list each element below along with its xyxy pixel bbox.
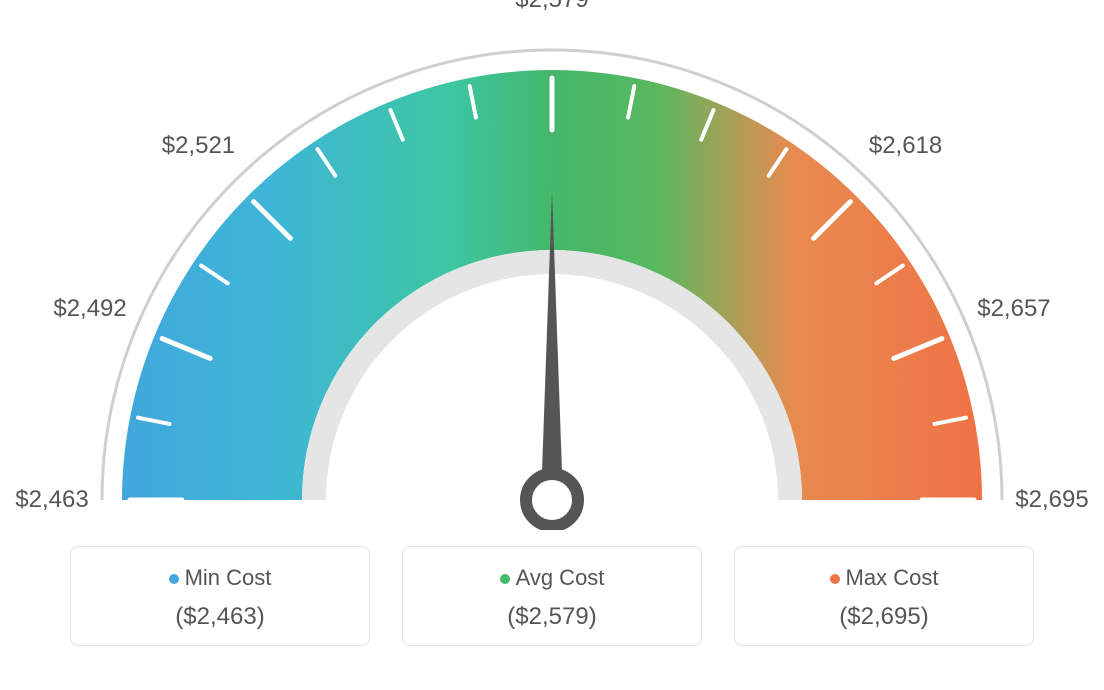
gauge-tick-label: $2,492 xyxy=(53,295,126,323)
gauge-tick-label: $2,521 xyxy=(162,132,235,160)
gauge-chart: $2,463 $2,492 $2,521 $2,579 $2,618 $2,657 $2,6… xyxy=(0,0,1104,530)
legend-dot-min xyxy=(169,574,179,584)
legend-card-avg: Avg Cost ($2,579) xyxy=(402,546,702,646)
gauge-svg xyxy=(0,0,1104,530)
legend-dot-avg xyxy=(500,574,510,584)
gauge-tick-label: $2,579 xyxy=(515,0,588,14)
legend-title-avg-text: Avg Cost xyxy=(516,565,605,590)
legend-value-max: ($2,695) xyxy=(747,603,1021,631)
legend-row: Min Cost ($2,463) Avg Cost ($2,579) Max … xyxy=(0,530,1104,646)
legend-card-min: Min Cost ($2,463) xyxy=(70,546,370,646)
legend-card-max: Max Cost ($2,695) xyxy=(734,546,1034,646)
legend-value-min: ($2,463) xyxy=(83,603,357,631)
legend-value-avg: ($2,579) xyxy=(415,603,689,631)
legend-title-avg: Avg Cost xyxy=(415,565,689,591)
legend-title-min: Min Cost xyxy=(83,565,357,591)
legend-title-max-text: Max Cost xyxy=(846,565,939,590)
gauge-tick-label: $2,463 xyxy=(15,486,88,514)
gauge-tick-label: $2,695 xyxy=(1015,486,1088,514)
legend-title-min-text: Min Cost xyxy=(185,565,272,590)
legend-title-max: Max Cost xyxy=(747,565,1021,591)
gauge-tick-label: $2,618 xyxy=(869,132,942,160)
gauge-tick-label: $2,657 xyxy=(977,295,1050,323)
legend-dot-max xyxy=(830,574,840,584)
